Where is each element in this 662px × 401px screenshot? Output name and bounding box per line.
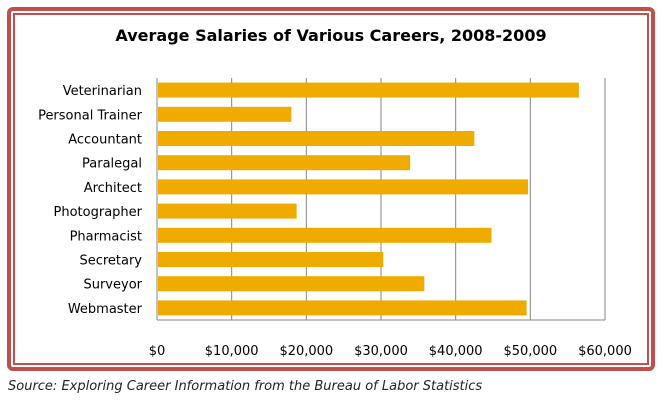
category-label: Paralegal (82, 157, 142, 172)
bar-personal-trainer (158, 106, 292, 122)
x-tick-label: $40,000 (429, 344, 483, 359)
category-label: Veterinarian (63, 84, 142, 99)
x-tick-label: $30,000 (354, 344, 408, 359)
category-label: Webmaster (68, 302, 143, 317)
x-tick-label: $50,000 (503, 344, 557, 359)
bar-photographer (158, 203, 297, 219)
bar-accountant (158, 131, 475, 146)
bar-pharmacist (158, 227, 492, 243)
category-label: Personal Trainer (38, 108, 143, 123)
bar-paralegal (158, 155, 411, 171)
x-tick-label: $20,000 (279, 344, 333, 359)
category-label: Photographer (54, 205, 143, 220)
bar-secretary (158, 252, 384, 267)
chart-title: Average Salaries of Various Careers, 200… (115, 26, 547, 45)
category-label: Pharmacist (70, 229, 142, 244)
source-note: Source: Exploring Career Information fro… (8, 379, 483, 394)
bar-webmaster (158, 300, 527, 316)
chart-frame (7, 7, 655, 371)
category-label: Architect (84, 181, 142, 196)
bar-architect (158, 179, 529, 195)
bar-veterinarian (158, 82, 579, 98)
x-tick-label: $60,000 (578, 344, 632, 359)
bar-surveyor (158, 276, 425, 292)
x-tick-label: $10,000 (205, 344, 259, 359)
category-label: Accountant (68, 133, 142, 148)
category-label: Surveyor (83, 278, 142, 293)
category-label: Secretary (79, 254, 142, 269)
x-tick-label: $0 (149, 344, 166, 359)
